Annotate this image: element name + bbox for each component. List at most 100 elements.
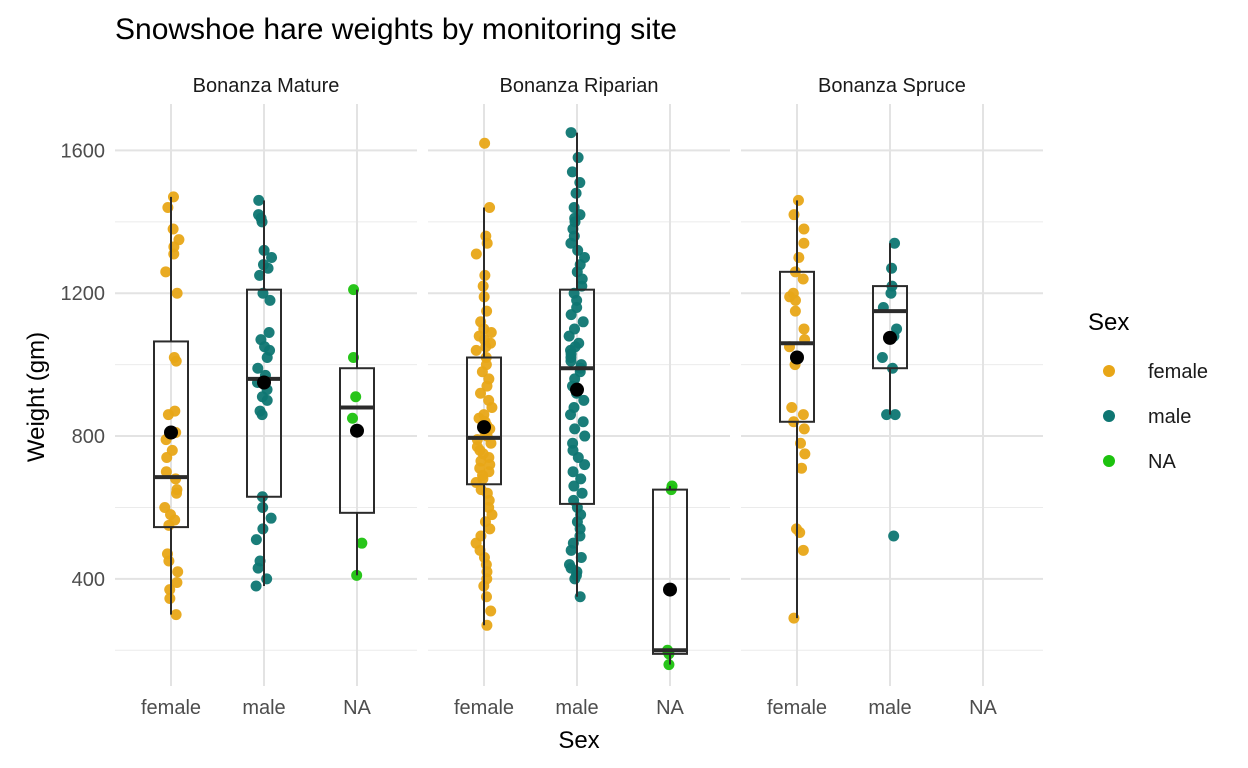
data-point <box>253 194 265 206</box>
data-point <box>786 401 798 413</box>
data-point <box>577 416 589 428</box>
data-point <box>486 509 498 521</box>
legend-entry-na: NA <box>1103 451 1176 473</box>
data-point <box>798 323 810 335</box>
legend-label-female: female <box>1148 361 1208 383</box>
data-point <box>565 237 577 249</box>
facet-label: Bonanza Riparian <box>500 75 659 97</box>
data-point <box>886 262 898 274</box>
y-tick-label: 1600 <box>61 140 106 162</box>
data-point <box>568 480 580 492</box>
data-point <box>576 487 588 499</box>
box <box>872 285 908 370</box>
legend: Sex female male NA <box>1088 309 1208 473</box>
data-point <box>257 523 269 535</box>
x-tick-label: female <box>454 697 514 719</box>
mean-marker <box>663 582 677 597</box>
data-point <box>261 394 273 406</box>
data-point <box>486 401 498 413</box>
data-point <box>356 537 368 549</box>
legend-key-male <box>1103 410 1115 422</box>
data-point <box>252 562 264 574</box>
data-point <box>797 273 809 285</box>
x-tick-label: male <box>868 697 911 719</box>
group-male <box>246 194 282 592</box>
legend-entry-female: female <box>1103 361 1208 383</box>
box <box>246 288 282 498</box>
data-point <box>799 448 811 460</box>
data-point <box>168 248 180 260</box>
data-point <box>171 287 183 299</box>
data-point <box>263 327 275 339</box>
data-point <box>792 194 804 206</box>
data-point <box>565 309 577 321</box>
data-point <box>579 459 591 471</box>
box <box>559 288 595 505</box>
data-point <box>164 593 176 605</box>
data-point <box>563 330 575 342</box>
data-point <box>565 127 577 139</box>
data-point <box>789 294 801 306</box>
data-point <box>170 355 182 367</box>
mean-marker <box>350 423 364 438</box>
x-tick-label: NA <box>656 697 684 719</box>
panel-bonanza-spruce: Bonanza Spruce female male NA <box>741 75 1043 719</box>
data-point <box>256 216 268 228</box>
data-point <box>264 294 276 306</box>
mean-marker <box>477 420 491 435</box>
data-point <box>254 269 266 281</box>
data-point <box>161 451 173 463</box>
data-point <box>481 380 493 392</box>
x-tick-label: NA <box>969 697 997 719</box>
data-point <box>579 430 591 442</box>
data-point <box>257 501 269 513</box>
data-point <box>485 605 497 617</box>
box <box>339 367 375 514</box>
data-point <box>479 137 491 149</box>
data-point <box>160 266 172 278</box>
group-male <box>872 237 908 542</box>
data-point <box>346 412 358 424</box>
y-tick-label: 400 <box>72 569 105 591</box>
box <box>153 340 189 529</box>
data-point <box>578 394 590 406</box>
legend-label-male: male <box>1148 406 1191 428</box>
data-point <box>577 316 589 328</box>
box <box>779 270 815 423</box>
panel-bonanza-mature: Bonanza Mature female male NA <box>115 75 417 719</box>
data-point <box>481 305 493 317</box>
data-point <box>265 512 277 524</box>
data-point <box>262 262 274 274</box>
legend-title: Sex <box>1088 309 1129 336</box>
group-na <box>339 284 375 581</box>
data-point <box>160 466 172 478</box>
data-point <box>480 591 492 603</box>
y-axis-label: Weight (gm) <box>23 332 50 462</box>
data-point <box>572 152 584 164</box>
data-point <box>575 473 587 485</box>
data-point <box>470 344 482 356</box>
facet-label: Bonanza Mature <box>193 75 340 97</box>
data-point <box>163 555 175 567</box>
data-point <box>172 566 184 578</box>
data-point <box>569 423 581 435</box>
x-tick-label: NA <box>343 697 371 719</box>
data-point <box>484 523 496 535</box>
data-point <box>798 223 810 235</box>
data-point <box>164 584 176 596</box>
data-point <box>796 462 808 474</box>
data-point <box>266 252 278 264</box>
x-tick-label: female <box>141 697 201 719</box>
data-point <box>484 202 496 214</box>
data-point <box>163 519 175 531</box>
data-point <box>575 551 587 563</box>
data-point <box>565 544 577 556</box>
data-point <box>663 659 675 671</box>
data-point <box>350 391 362 403</box>
x-tick-label: male <box>242 697 285 719</box>
data-point <box>797 409 809 421</box>
data-point <box>789 305 801 317</box>
y-tick-label: 800 <box>72 426 105 448</box>
data-point <box>798 237 810 249</box>
